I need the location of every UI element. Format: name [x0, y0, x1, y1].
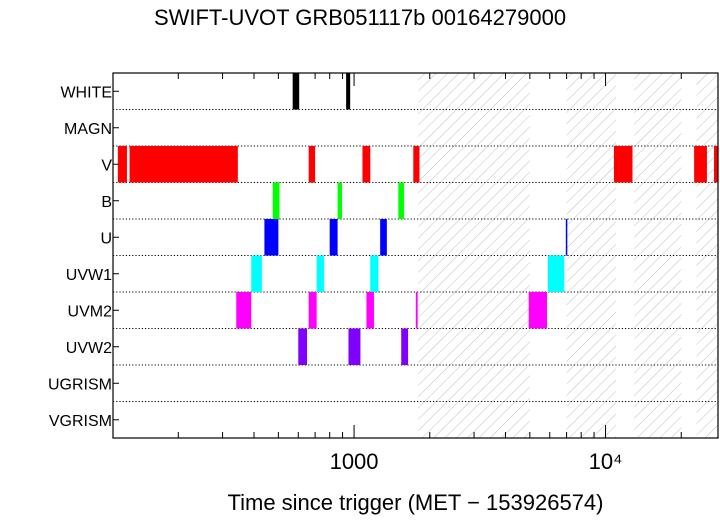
- exposure-bar-uvm2-1: [236, 292, 252, 329]
- exposure-bar-uvw1-2: [316, 255, 325, 292]
- exposure-bar-v-4: [362, 146, 371, 183]
- filter-label-vgrism: VGRISM: [49, 413, 112, 430]
- exposure-bar-white-2: [346, 73, 351, 110]
- exposure-bar-b-1: [272, 182, 280, 219]
- x-axis-ticks: 1000 10⁴: [177, 73, 682, 474]
- exposure-bar-v-2: [129, 146, 238, 183]
- exposure-bar-uvw1-4: [547, 255, 565, 292]
- exposure-bar-uvm2-2: [308, 292, 317, 329]
- filter-label-v: V: [101, 157, 112, 174]
- exposure-bar-b-2: [337, 182, 342, 219]
- exposure-bar-v-3: [308, 146, 316, 183]
- exposure-bar-uvm2-3: [366, 292, 374, 329]
- x-axis-label: Time since trigger (MET − 153926574): [227, 490, 604, 515]
- exposure-bars: [117, 73, 718, 365]
- exposure-bar-v-6: [613, 146, 633, 183]
- exposure-bar-uvw2-1: [298, 328, 308, 365]
- plot-border: [112, 72, 719, 439]
- filter-labels: WHITE MAGN V B U UVW1 UVM2 UVW2 UGRISM VGRISM: [48, 84, 119, 430]
- exposure-bar-v-5: [413, 146, 420, 183]
- plot-frame: [112, 72, 719, 439]
- exposure-bar-uvw2-2: [348, 328, 361, 365]
- exposure-bar-u-2: [329, 219, 338, 256]
- filter-label-ugrism: UGRISM: [48, 376, 112, 393]
- filter-label-b: B: [101, 194, 112, 211]
- exposure-bar-uvw2-3: [401, 328, 409, 365]
- exposure-bar-u-3: [380, 219, 387, 256]
- filter-label-white: WHITE: [60, 84, 112, 101]
- exposure-bar-uvm2-4: [415, 292, 418, 329]
- exposure-bar-uvw1-3: [370, 255, 379, 292]
- exposure-bar-b-3: [398, 182, 405, 219]
- exposure-bar-v-1: [117, 146, 127, 183]
- exposure-bar-v-8: [714, 146, 718, 183]
- exposure-bar-uvm2-5: [528, 292, 547, 329]
- exposure-bar-uvw1-1: [251, 255, 262, 292]
- exposure-bar-u-4: [565, 219, 568, 256]
- x-tick-label-1000: 1000: [330, 449, 379, 474]
- chart-title: SWIFT-UVOT GRB051117b 00164279000: [153, 5, 567, 30]
- filter-label-uvm2: UVM2: [68, 303, 113, 320]
- filter-label-magn: MAGN: [64, 121, 112, 138]
- filter-label-u: U: [100, 230, 112, 247]
- filter-label-uvw1: UVW1: [66, 267, 112, 284]
- x-tick-label-10000: 10⁴: [589, 449, 623, 474]
- exposure-bar-u-1: [264, 219, 279, 256]
- exposure-bar-v-7: [694, 146, 707, 183]
- filter-label-uvw2: UVW2: [66, 340, 112, 357]
- exposure-bar-white-1: [292, 73, 300, 110]
